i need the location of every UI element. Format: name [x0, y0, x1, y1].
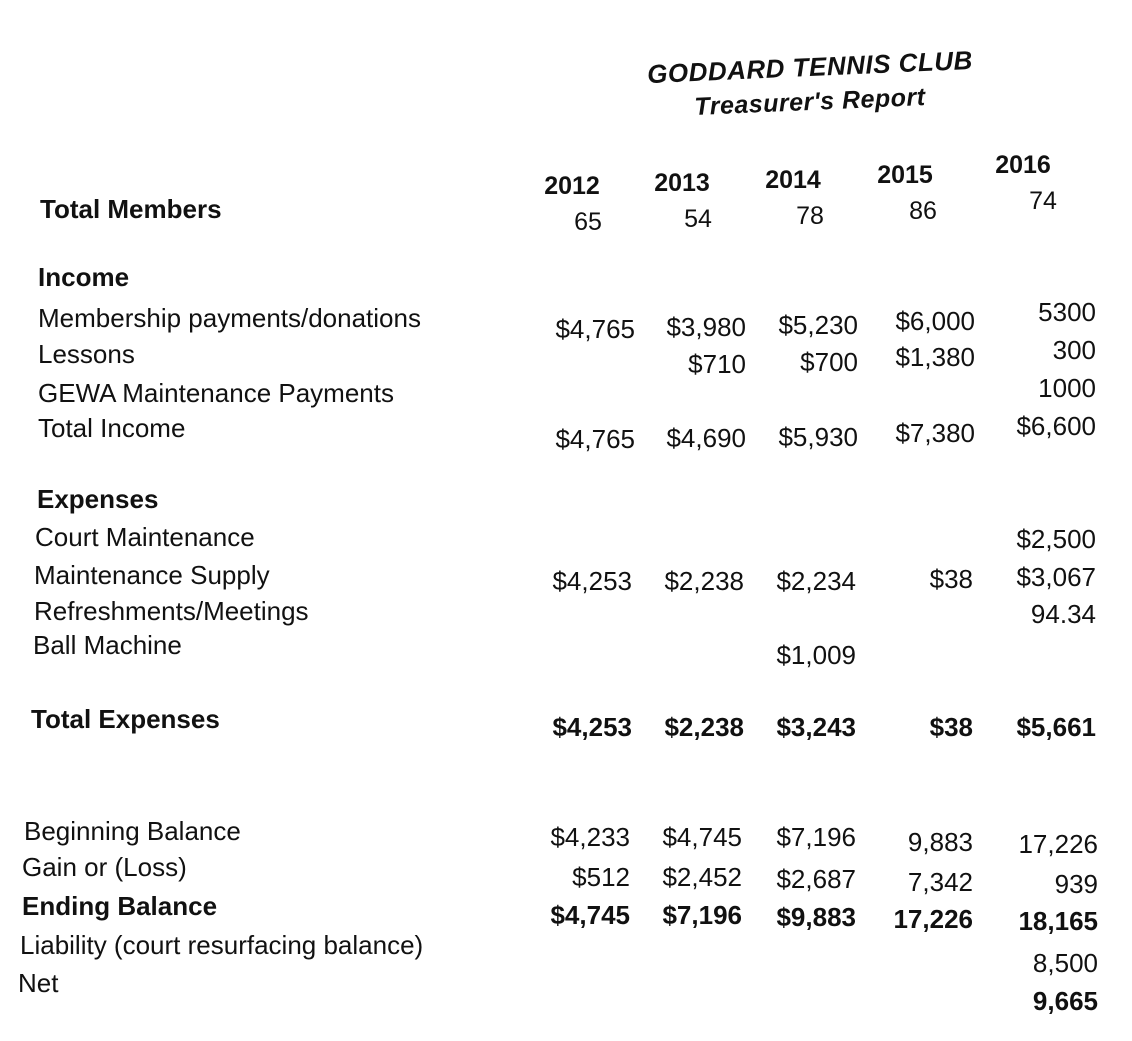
income-row-label: Membership payments/donations — [38, 303, 421, 333]
expense-cell: $1,009 — [776, 640, 856, 670]
ending-balance-cell: $4,745 — [550, 900, 630, 930]
expenses-heading: Expenses — [37, 484, 159, 514]
total-expenses-cell: $4,253 — [552, 712, 632, 742]
ending-balance-cell: $7,196 — [662, 900, 742, 930]
members-count: 78 — [796, 202, 824, 230]
income-cell: $7,380 — [895, 418, 975, 448]
expense-cell: $2,234 — [776, 566, 856, 596]
members-count: 74 — [1029, 187, 1057, 215]
balance-cell: 7,342 — [907, 867, 973, 897]
total-members-label: Total Members — [40, 194, 222, 224]
income-cell: 1000 — [1038, 373, 1096, 403]
income-row-label: Lessons — [38, 339, 135, 369]
expense-cell: $2,500 — [1016, 524, 1096, 554]
balance-cell: 9,883 — [907, 827, 973, 857]
balance-cell: $7,196 — [776, 822, 856, 852]
income-row-label: GEWA Maintenance Payments — [38, 378, 394, 408]
ending-balance-cell: $9,883 — [776, 902, 856, 932]
year-header: 2012 — [544, 172, 600, 200]
expense-cell: $38 — [929, 564, 973, 594]
ending-balance-cell: 17,226 — [893, 904, 973, 934]
income-cell: $4,690 — [666, 423, 746, 453]
expense-row-label: Ball Machine — [33, 630, 182, 660]
balance-cell: $4,745 — [662, 822, 742, 852]
year-header: 2016 — [995, 151, 1051, 179]
expense-row-label: Maintenance Supply — [34, 560, 270, 590]
members-count: 65 — [574, 208, 602, 236]
liability-cell: 8,500 — [1032, 948, 1098, 978]
expense-cell: $4,253 — [552, 566, 632, 596]
income-row-label: Total Income — [38, 413, 186, 443]
year-header: 2015 — [877, 161, 933, 189]
income-cell: $4,765 — [555, 314, 635, 344]
total-expenses-cell: $3,243 — [776, 712, 856, 742]
year-header: 2014 — [765, 166, 821, 194]
income-cell: $6,000 — [895, 306, 975, 336]
income-cell: $3,980 — [666, 312, 746, 342]
income-cell: $5,930 — [778, 422, 858, 452]
balance-row-label: Gain or (Loss) — [22, 852, 187, 882]
net-label: Net — [18, 968, 59, 998]
total-expenses-cell: $2,238 — [664, 712, 744, 742]
income-cell: 5300 — [1038, 297, 1096, 327]
liability-label: Liability (court resurfacing balance) — [20, 930, 424, 960]
expense-cell: $2,238 — [664, 566, 744, 596]
income-cell: 300 — [1052, 335, 1096, 365]
total-expenses-cell: $5,661 — [1016, 712, 1096, 742]
total-expenses-cell: $38 — [929, 712, 973, 742]
income-cell: $4,765 — [555, 424, 635, 454]
year-header: 2013 — [654, 169, 710, 197]
income-cell: $700 — [800, 347, 858, 377]
expense-row-label: Court Maintenance — [35, 522, 255, 552]
income-cell: $710 — [688, 349, 746, 379]
ending-balance-cell: 18,165 — [1018, 906, 1098, 936]
expense-cell: 94.34 — [1030, 599, 1096, 629]
balance-cell: $512 — [572, 862, 630, 892]
members-count: 86 — [909, 197, 937, 225]
balance-row-label: Beginning Balance — [24, 816, 241, 846]
expense-cell: $3,067 — [1016, 562, 1096, 592]
balance-cell: $2,687 — [776, 864, 856, 894]
income-cell: $5,230 — [778, 310, 858, 340]
expense-row-label: Refreshments/Meetings — [34, 596, 309, 626]
net-cell: 9,665 — [1032, 986, 1098, 1016]
income-heading: Income — [38, 262, 130, 292]
balance-cell: 939 — [1054, 869, 1098, 899]
income-cell: $1,380 — [895, 342, 975, 372]
balance-cell: $4,233 — [550, 822, 630, 852]
ending-balance-label: Ending Balance — [22, 891, 218, 921]
members-count: 54 — [684, 205, 712, 233]
income-cell: $6,600 — [1016, 411, 1096, 441]
balance-cell: 17,226 — [1018, 829, 1098, 859]
balance-cell: $2,452 — [662, 862, 742, 892]
total-expenses-label: Total Expenses — [31, 704, 220, 734]
